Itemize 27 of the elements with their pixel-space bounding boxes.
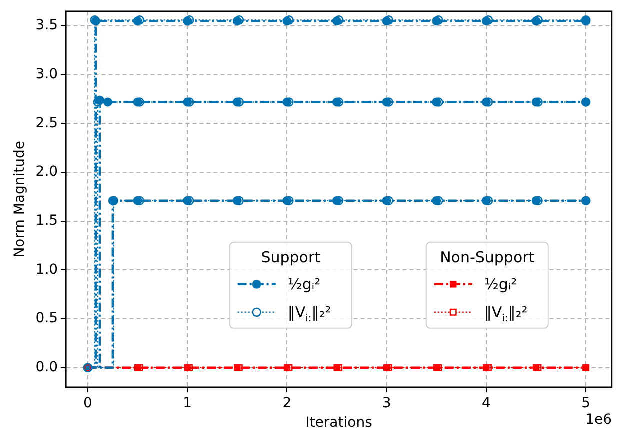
y-tick-label: 1.5: [36, 213, 58, 230]
y-tick-label: 2.5: [36, 115, 58, 132]
y-tick-label: 3.5: [36, 18, 58, 34]
x-tick-label: 5: [582, 395, 591, 412]
x-axis-title: Iterations: [306, 415, 372, 432]
x-tick-label: 2: [282, 395, 292, 412]
point: [484, 16, 494, 25]
point: [435, 364, 442, 372]
y-tick-label: 1.0: [36, 262, 58, 278]
point: [186, 364, 194, 372]
x-tick-label: 1: [183, 395, 192, 412]
x-tick-label: 4: [482, 395, 492, 412]
annotation: Support: [261, 248, 321, 266]
x-tick-label: 3: [382, 395, 392, 412]
legend-label: ½gᵢ²: [484, 275, 518, 294]
point: [234, 16, 244, 25]
point: [103, 98, 112, 107]
y-tick-label: 0.5: [36, 310, 58, 327]
point: [336, 364, 343, 372]
y-tick-label: 3.0: [36, 66, 58, 83]
text: 1e6: [586, 412, 612, 428]
y-tick-label: 2.0: [36, 164, 58, 180]
x-tick-label: 0: [84, 395, 92, 412]
y-tick-label: 0.0: [36, 360, 58, 376]
legend-label: ½gᵢ²: [288, 275, 321, 294]
y-axis-title: Norm Magnitude: [12, 140, 28, 258]
annotation: Non-Support: [440, 248, 535, 266]
